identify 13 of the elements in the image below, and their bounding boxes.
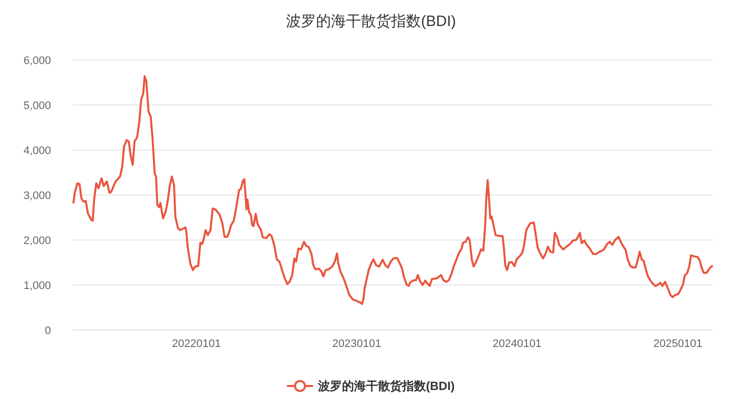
x-tick-label: 20220101	[172, 338, 221, 350]
x-tick-label: 20230101	[332, 338, 382, 350]
y-tick-label: 6,000	[23, 55, 51, 67]
y-tick-label: 2,000	[23, 235, 51, 247]
x-tick-label: 20250101	[653, 338, 702, 350]
chart-title: 波罗的海干散货指数(BDI)	[286, 13, 456, 30]
y-tick-label: 0	[44, 325, 51, 337]
legend-label: 波罗的海干散货指数(BDI)	[317, 379, 455, 393]
y-tick-label: 4,000	[23, 145, 51, 157]
y-tick-label: 5,000	[23, 100, 51, 112]
y-tick-label: 3,000	[23, 190, 51, 202]
x-tick-label: 20240101	[492, 338, 542, 350]
y-tick-label: 1,000	[23, 280, 51, 292]
